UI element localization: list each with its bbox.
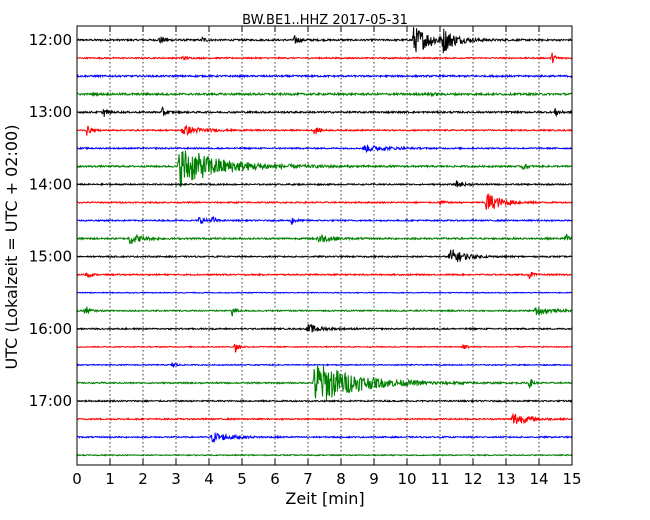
y-axis-label: UTC (Lokalzeit = UTC + 02:00) — [2, 125, 21, 370]
x-tick-label: 7 — [303, 470, 313, 488]
chart-title: BW.BE1..HHZ 2017-05-31 — [242, 13, 408, 28]
trace-line — [76, 180, 573, 188]
x-tick-label: 10 — [397, 470, 416, 488]
trace-line — [76, 432, 573, 443]
x-tick-label: 8 — [336, 470, 346, 488]
trace-group — [76, 27, 573, 457]
trace-line — [76, 106, 573, 118]
x-tick-label: 11 — [430, 470, 449, 488]
trace-line — [76, 343, 573, 354]
x-tick-label: 0 — [72, 470, 82, 488]
trace-line — [76, 291, 573, 294]
x-tick-label: 15 — [562, 470, 581, 488]
x-tick-label: 13 — [496, 470, 515, 488]
x-tick-label: 9 — [369, 470, 379, 488]
x-axis-label: Zeit [min] — [285, 489, 364, 508]
x-tick-label: 5 — [237, 470, 247, 488]
trace-line — [76, 398, 573, 403]
x-tick-label: 12 — [463, 470, 482, 488]
y-tick-label: 15:00 — [29, 248, 72, 266]
y-tick-label: 13:00 — [29, 103, 72, 121]
trace-line — [76, 249, 573, 263]
trace-line — [76, 73, 573, 79]
trace-line — [76, 52, 573, 64]
x-tick-label: 3 — [171, 470, 181, 488]
grid-lines — [109, 26, 540, 465]
x-tick-label: 14 — [529, 470, 548, 488]
trace-line — [76, 215, 573, 225]
trace-line — [76, 27, 573, 54]
trace-line — [76, 364, 573, 400]
trace-line — [76, 233, 573, 245]
trace-line — [76, 271, 573, 280]
y-tick-label: 17:00 — [29, 392, 72, 410]
trace-line — [76, 91, 573, 98]
trace-line — [76, 193, 573, 210]
trace-line — [76, 150, 573, 187]
trace-line — [76, 453, 573, 457]
trace-line — [76, 124, 573, 137]
y-tick-label: 16:00 — [29, 320, 72, 338]
x-tick-label: 4 — [204, 470, 214, 488]
x-tick-label: 1 — [105, 470, 115, 488]
x-axis: 0 1 2 3 4 5 6 7 8 9 10 11 12 13 14 15 — [72, 26, 582, 488]
y-axis: 12:00 13:00 14:00 15:00 16:00 17:00 — [29, 31, 83, 410]
trace-line — [76, 306, 573, 317]
trace-line — [76, 413, 573, 425]
y-tick-label: 12:00 — [29, 31, 72, 49]
trace-line — [76, 362, 573, 368]
plot-frame — [76, 25, 573, 466]
x-tick-label: 2 — [138, 470, 148, 488]
y-tick-label: 14:00 — [29, 175, 72, 193]
trace-line — [76, 144, 573, 154]
x-tick-label: 6 — [270, 470, 280, 488]
trace-line — [76, 323, 573, 333]
